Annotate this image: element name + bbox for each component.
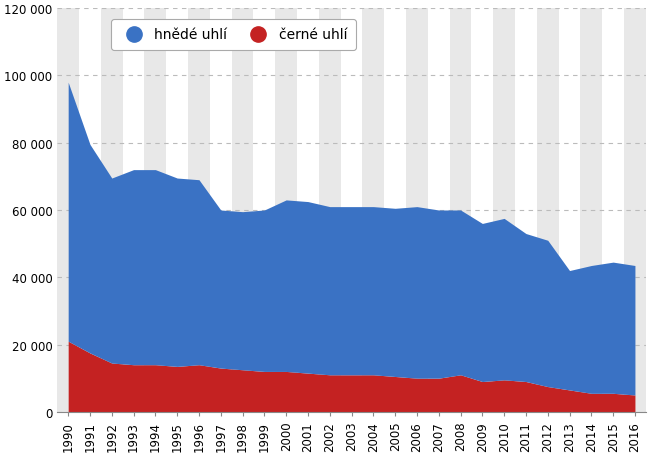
- Bar: [319, 9, 341, 412]
- Bar: [624, 9, 646, 412]
- Bar: [493, 9, 515, 412]
- Bar: [363, 9, 384, 412]
- Bar: [406, 9, 428, 412]
- Bar: [580, 9, 603, 412]
- Bar: [450, 9, 471, 412]
- Bar: [188, 9, 210, 412]
- Bar: [537, 9, 558, 412]
- Bar: [144, 9, 166, 412]
- Bar: [101, 9, 123, 412]
- Bar: [275, 9, 297, 412]
- Bar: [231, 9, 254, 412]
- Bar: [57, 9, 79, 412]
- Legend: hnědé uhlí, černé uhlí: hnědé uhlí, černé uhlí: [111, 20, 356, 51]
